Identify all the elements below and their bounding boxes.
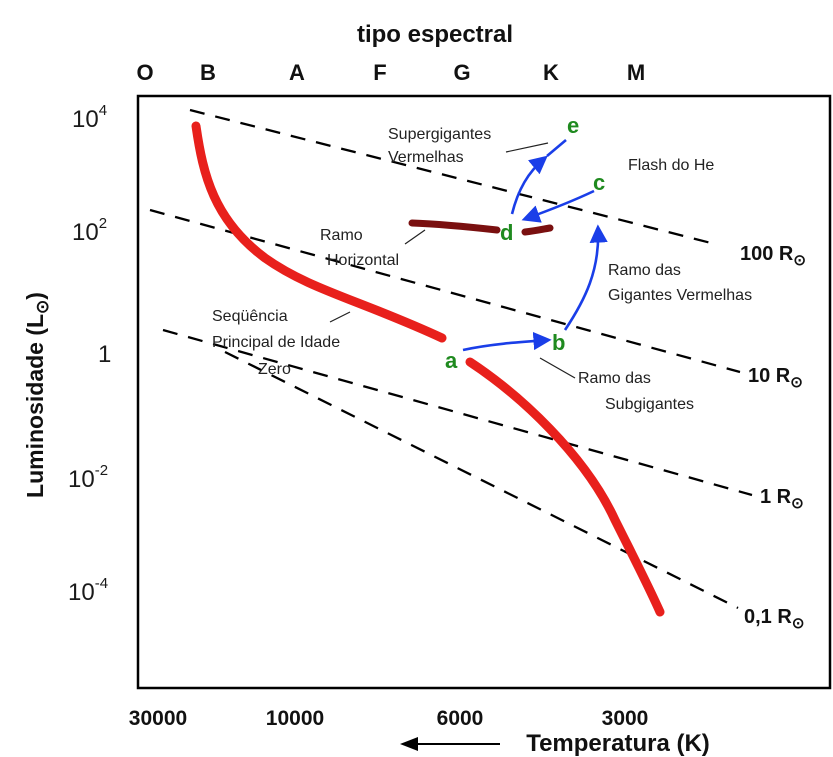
point-b: b (552, 330, 565, 355)
spectral-type-F: F (373, 60, 386, 85)
horizontal-branch (408, 219, 554, 236)
svg-text:1: 1 (98, 341, 111, 368)
main-sequence-curve (191, 121, 447, 343)
point-a: a (445, 348, 458, 373)
annotation-sequencia-2: Principal de Idade (212, 334, 340, 351)
track-d-e (510, 155, 548, 215)
radius-line-100 (189, 108, 716, 246)
annotation-ramo-horizontal-2: Horizontal (327, 252, 399, 269)
y-tick-1e-2: 10-2 (68, 462, 108, 493)
pointer-supergigantes (505, 142, 549, 153)
y-tick-1e4: 104 (72, 102, 107, 133)
point-d: d (500, 220, 513, 245)
annotation-gigantes-1: Ramo das (608, 262, 681, 279)
spectral-type-title: tipo espectral (357, 21, 513, 48)
spectral-type-B: B (200, 60, 216, 85)
x-tick-3000: 3000 (602, 707, 649, 730)
annotation-ramo-horizontal-1: Ramo (320, 227, 363, 244)
radius-label-10: 10 R⊙ (748, 365, 803, 391)
track-a-b (462, 331, 552, 352)
point-c: c (593, 170, 605, 195)
annotation-supergigantes: Supergigantes (388, 126, 491, 143)
plot-frame (136, 94, 832, 690)
annotation-sequencia-3: Zero (258, 361, 291, 378)
svg-text:102: 102 (72, 215, 107, 246)
main-sequence-lower-curve (465, 357, 665, 617)
y-axis-label: Luminosidade (L⊙) (22, 292, 52, 498)
track-b-c (563, 224, 608, 331)
spectral-type-M: M (627, 60, 645, 85)
track-c-d (521, 189, 595, 223)
y-tick-1: 1 (98, 341, 111, 368)
radius-label-100: 100 R⊙ (740, 243, 806, 269)
spectral-type-G: G (453, 60, 470, 85)
point-e: e (567, 113, 579, 138)
x-tick-10000: 10000 (266, 707, 324, 730)
svg-text:10-2: 10-2 (68, 462, 108, 493)
y-tick-1e-4: 10-4 (68, 575, 108, 606)
pointer-subgigantes (539, 357, 576, 379)
spectral-type-O: O (136, 60, 153, 85)
annotation-subgigantes-1: Ramo das (578, 370, 651, 387)
annotation-flash-he: Flash do He (628, 157, 714, 174)
spectral-type-K: K (543, 60, 559, 85)
x-tick-30000: 30000 (129, 707, 187, 730)
radius-label-01: 0,1 R⊙ (744, 606, 804, 632)
svg-text:10-4: 10-4 (68, 575, 108, 606)
spectral-type-A: A (289, 60, 305, 85)
x-axis-label: Temperatura (K) (526, 730, 710, 757)
y-tick-1e2: 102 (72, 215, 107, 246)
annotation-subgigantes-2: Subgigantes (605, 396, 694, 413)
radius-line-01 (224, 350, 739, 610)
pointer-ramo-horizontal (404, 229, 426, 245)
x-tick-6000: 6000 (437, 707, 484, 730)
svg-text:104: 104 (72, 102, 107, 133)
track-e-tail (546, 139, 567, 157)
annotation-sequencia-1: Seqüência (212, 308, 288, 325)
svg-text:Luminosidade (L⊙): Luminosidade (L⊙) (22, 292, 52, 498)
annotation-vermelhas: Vermelhas (388, 149, 464, 166)
radius-label-1: 1 R⊙ (760, 486, 804, 512)
x-axis-arrow (400, 737, 500, 751)
annotation-gigantes-2: Gigantes Vermelhas (608, 287, 752, 304)
pointer-sequencia (329, 311, 351, 323)
